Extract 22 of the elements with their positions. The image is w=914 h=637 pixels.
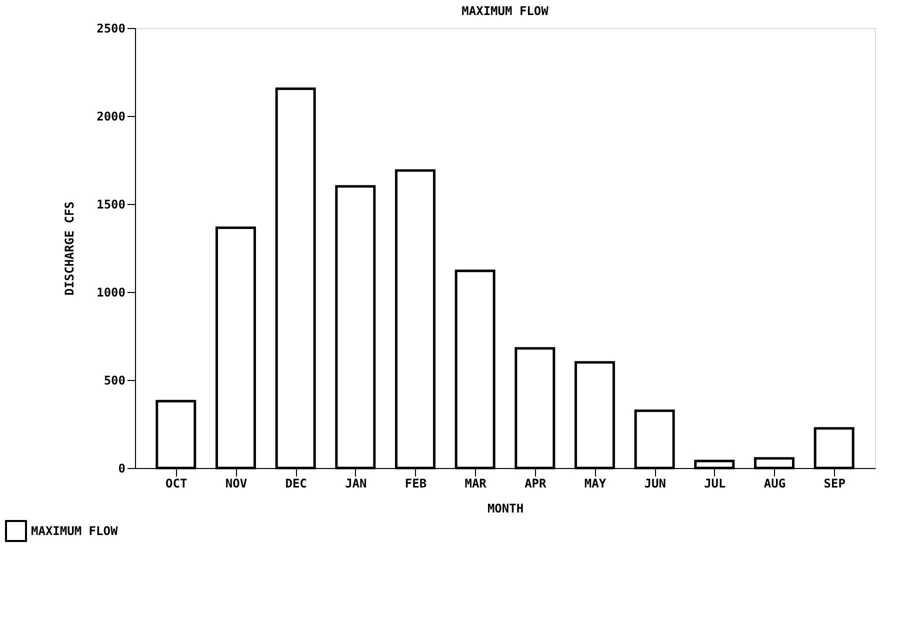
chart-title: MAXIMUM FLOW <box>462 4 550 18</box>
x-tick-label: FEB <box>404 476 427 490</box>
x-tick-label: DEC <box>285 476 307 490</box>
x-tick-label: JAN <box>345 476 367 490</box>
x-tick-label: APR <box>524 476 548 490</box>
x-tick-label: OCT <box>166 476 188 490</box>
x-axis-title: MONTH <box>487 502 524 516</box>
y-tick-label: 0 <box>118 462 126 476</box>
y-tick-label: 1000 <box>96 286 126 300</box>
x-tick-label: AUG <box>764 476 786 490</box>
y-tick-label: 500 <box>104 374 126 388</box>
y-tick-label: 1500 <box>96 198 126 212</box>
y-axis-title: DISCHARGE CFS <box>62 202 77 296</box>
x-tick-label: MAR <box>464 476 488 490</box>
y-tick-label: 2000 <box>96 110 126 124</box>
legend-label: MAXIMUM FLOW <box>31 524 118 538</box>
x-tick-label: JUN <box>644 476 666 490</box>
x-tick-label: MAY <box>584 476 607 490</box>
x-tick-label: NOV <box>225 476 248 490</box>
y-tick-label: 2500 <box>96 22 126 36</box>
x-tick-label: SEP <box>824 476 846 490</box>
x-tick-label: JUL <box>704 476 726 490</box>
